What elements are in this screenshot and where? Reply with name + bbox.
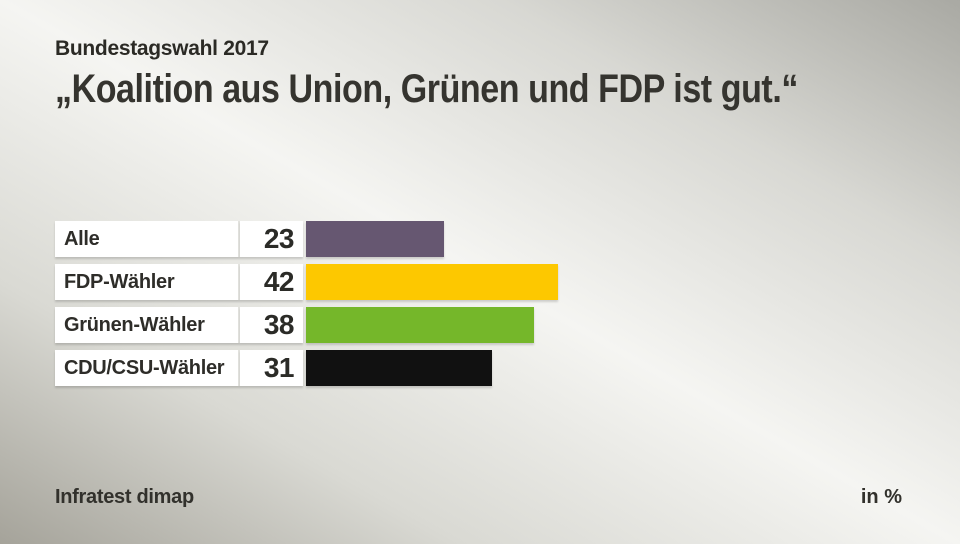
chart-row: CDU/CSU-Wähler 31 [55,350,558,386]
chart-row: Grünen-Wähler 38 [55,307,558,343]
chart-kicker: Bundestagswahl 2017 [55,37,269,60]
category-label: Alle [55,221,240,257]
chart-row: FDP-Wähler 42 [55,264,558,300]
category-label: Grünen-Wähler [55,307,240,343]
category-label: FDP-Wähler [55,264,240,300]
value-label: 23 [240,221,303,257]
value-label: 38 [240,307,303,343]
chart-row: Alle 23 [55,221,558,257]
category-label: CDU/CSU-Wähler [55,350,240,386]
bar-gr-nen-w-hler [306,307,534,343]
value-label: 31 [240,350,303,386]
bar-chart: Alle 23 FDP-Wähler 42 Grünen-Wähler 38 CDU/CSU… [55,221,558,393]
source-label: Infratest dimap [55,486,194,508]
bar-fdp-w-hler [306,264,558,300]
bar-alle [306,221,444,257]
bar-cdu-csu-w-hler [306,350,492,386]
value-label: 42 [240,264,303,300]
unit-label: in % [860,486,902,508]
chart-title: „Koalition aus Union, Grünen und FDP ist… [55,67,798,111]
